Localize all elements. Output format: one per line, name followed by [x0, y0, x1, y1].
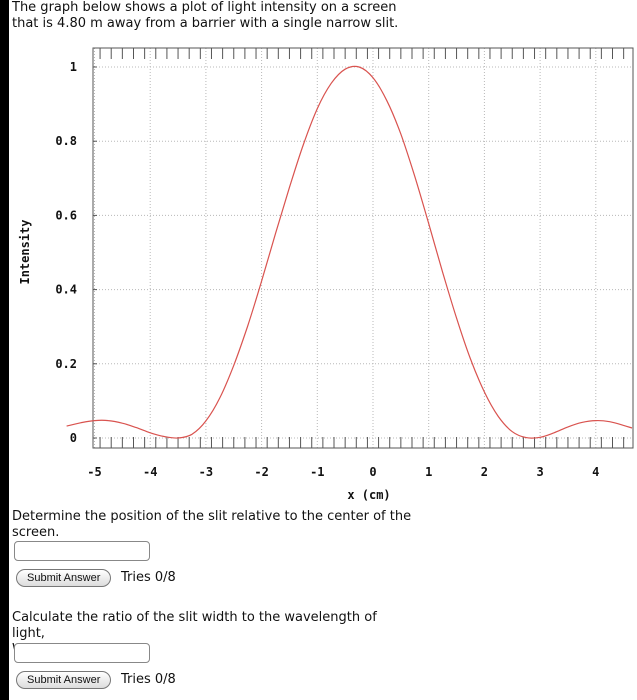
x-tick-label: 4: [592, 465, 599, 479]
question-1-text: Determine the position of the slit relat…: [12, 509, 412, 541]
left-border: [0, 0, 9, 700]
question-1-answer-input[interactable]: [14, 541, 150, 561]
question-2-submit-button[interactable]: Submit Answer: [16, 671, 112, 689]
plot-frame: [92, 47, 634, 449]
intro-line-1: The graph below shows a plot of light in…: [12, 0, 397, 15]
y-tick-label: 1: [70, 60, 77, 74]
chart-frame: [92, 47, 634, 449]
y-tick-label: 0.4: [55, 283, 77, 297]
y-tick-label: 0.2: [55, 357, 77, 371]
question-1-line-1: Determine the position of the slit relat…: [12, 509, 412, 524]
intensity-curve: [66, 65, 633, 439]
question-2-tries: Tries 0/8: [121, 672, 176, 687]
x-tick-label: 3: [536, 465, 543, 479]
y-axis-label: Intensity: [18, 219, 32, 284]
question-2-answer-input[interactable]: [14, 643, 150, 663]
y-tick-label: 0.8: [55, 134, 77, 148]
chart-minor-ticks: [93, 48, 625, 448]
x-tick-label: -1: [310, 465, 324, 479]
question-1-submit-button[interactable]: Submit Answer: [16, 569, 112, 587]
x-tick-label: 0: [369, 465, 376, 479]
x-tick-label: 2: [481, 465, 488, 479]
x-tick-label: 1: [425, 465, 432, 479]
question-2-line-1: Calculate the ratio of the slit width to…: [12, 610, 377, 641]
intro-line-2: that is 4.80 m away from a barrier with …: [12, 16, 399, 31]
problem-intro: The graph below shows a plot of light in…: [12, 0, 412, 32]
x-tick-label: -5: [87, 465, 101, 479]
x-tick-labels: -5 -4 -3 -2 -1 0 1 2 3 4: [87, 465, 599, 479]
chart-grid: [93, 48, 633, 448]
intensity-chart: -5 -4 -3 -2 -1 0 1 2 3 4 0 0.2 0.4 0.6 0.8 1 x (cm) In…: [18, 47, 634, 502]
x-tick-label: -3: [199, 465, 213, 479]
question-1-line-2: screen.: [12, 525, 60, 540]
x-axis-label: x (cm): [347, 488, 390, 502]
x-tick-label: -2: [254, 465, 268, 479]
y-tick-label: 0.6: [55, 208, 77, 222]
x-tick-label: -4: [143, 465, 157, 479]
y-tick-label: 0: [70, 431, 77, 445]
question-1-tries: Tries 0/8: [121, 570, 176, 585]
y-tick-labels: 0 0.2 0.4 0.6 0.8 1: [55, 60, 77, 445]
